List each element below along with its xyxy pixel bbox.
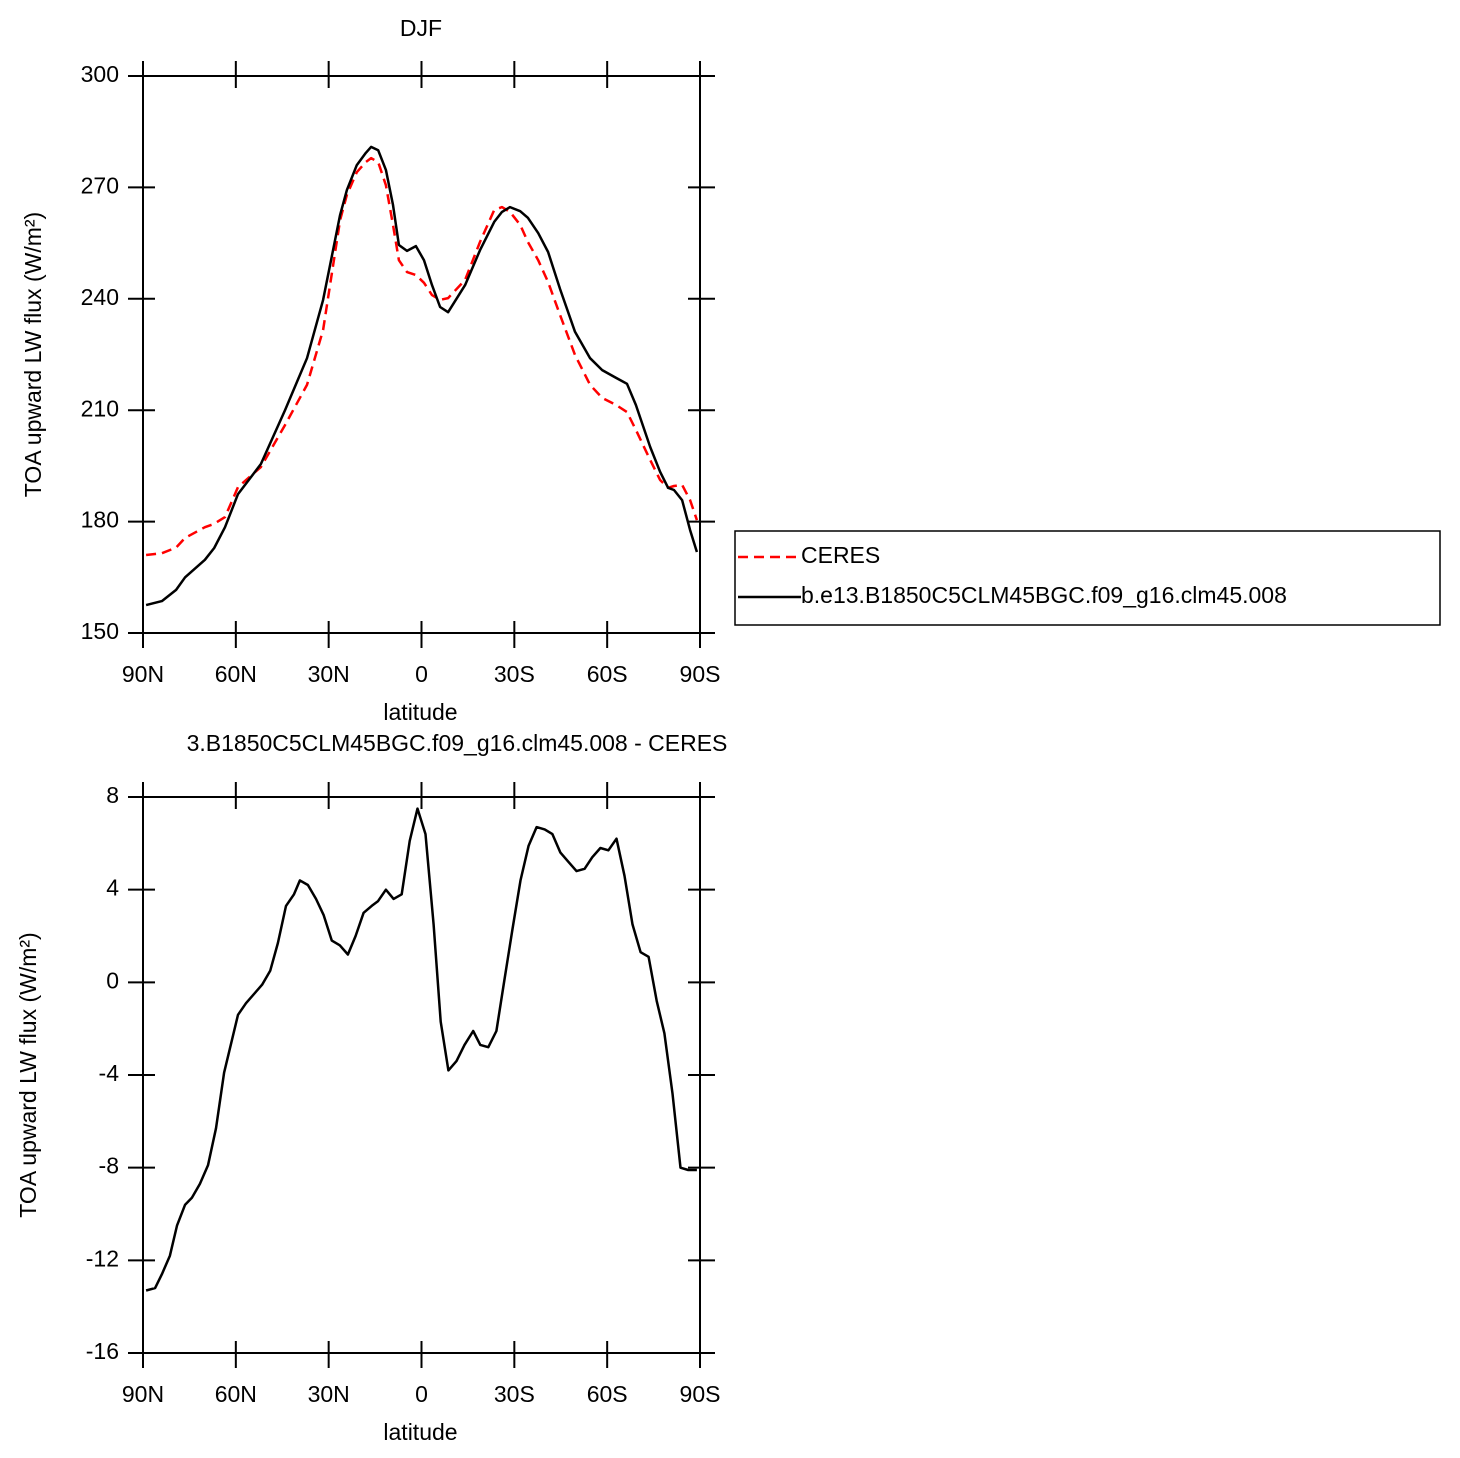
data-line	[145, 145, 699, 607]
x-tick-label: 30N	[308, 1381, 350, 1407]
x-tick-label: 60N	[215, 661, 257, 687]
x-tick-label: 90N	[122, 661, 164, 687]
x-tick-label: 30N	[308, 661, 350, 687]
y-tick-label: -8	[99, 1153, 119, 1179]
data-line	[145, 156, 699, 557]
y-tick-label: 150	[81, 618, 119, 644]
x-tick-label: 90S	[680, 661, 721, 687]
y-axis-label: TOA upward LW flux (W/m²)	[20, 212, 46, 497]
y-tick-label: 180	[81, 507, 119, 533]
y-tick-label: 0	[106, 967, 119, 993]
x-tick-label: 0	[415, 1381, 428, 1407]
x-tick-label: 90S	[680, 1381, 721, 1407]
y-axis-label: TOA upward LW flux (W/m²)	[15, 932, 41, 1217]
chart-title: DJF	[400, 15, 442, 41]
x-tick-label: 90N	[122, 1381, 164, 1407]
y-tick-label: 4	[106, 875, 119, 901]
y-tick-label: 240	[81, 284, 119, 310]
y-tick-label: -4	[99, 1060, 120, 1086]
x-tick-label: 60S	[587, 661, 628, 687]
y-tick-label: -12	[86, 1245, 119, 1271]
y-tick-label: 8	[106, 782, 119, 808]
y-tick-label: -16	[86, 1338, 119, 1364]
y-tick-label: 210	[81, 395, 119, 421]
legend-label: CERES	[801, 542, 880, 568]
legend-box	[734, 530, 1441, 626]
x-tick-label: 60N	[215, 1381, 257, 1407]
data-line	[145, 807, 697, 1292]
legend-label: b.e13.B1850C5CLM45BGC.f09_g16.clm45.008	[801, 582, 1287, 608]
chart-title: 3.B1850C5CLM45BGC.f09_g16.clm45.008 - CE…	[187, 730, 728, 756]
x-tick-label: 60S	[587, 1381, 628, 1407]
y-tick-label: 300	[81, 61, 119, 87]
y-tick-label: 270	[81, 172, 119, 198]
x-tick-label: 30S	[494, 1381, 535, 1407]
x-axis-label: latitude	[383, 1419, 457, 1445]
plot-frame	[142, 75, 701, 634]
plot-frame	[142, 796, 701, 1354]
x-tick-label: 30S	[494, 661, 535, 687]
x-tick-label: 0	[415, 661, 428, 687]
x-axis-label: latitude	[383, 699, 457, 725]
